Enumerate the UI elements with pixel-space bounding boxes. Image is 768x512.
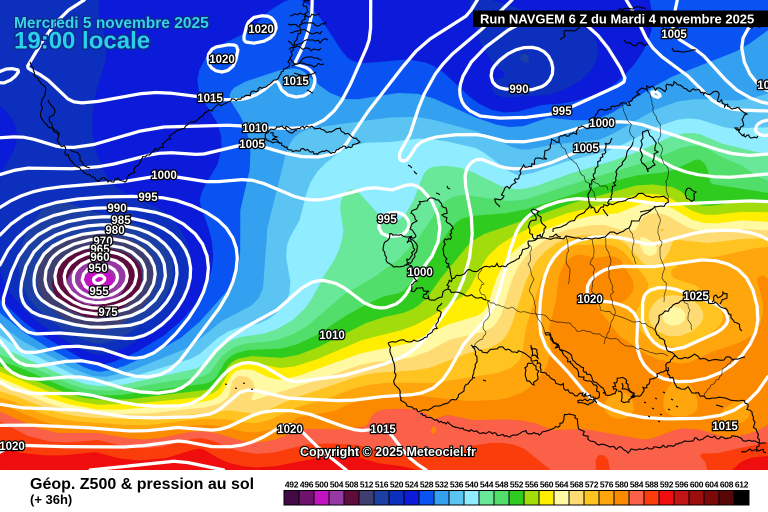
svg-text:520: 520 bbox=[390, 480, 404, 490]
svg-text:564: 564 bbox=[555, 480, 569, 490]
svg-text:1020: 1020 bbox=[0, 441, 25, 453]
svg-text:500: 500 bbox=[315, 480, 329, 490]
svg-text:1015: 1015 bbox=[283, 76, 309, 88]
svg-text:(+ 36h): (+ 36h) bbox=[30, 492, 72, 507]
svg-text:995: 995 bbox=[138, 192, 158, 204]
svg-text:985: 985 bbox=[111, 215, 131, 227]
svg-text:596: 596 bbox=[675, 480, 689, 490]
svg-text:990: 990 bbox=[107, 203, 126, 215]
svg-text:1015: 1015 bbox=[197, 93, 223, 105]
svg-text:568: 568 bbox=[570, 480, 584, 490]
svg-text:1015: 1015 bbox=[712, 421, 738, 433]
svg-text:Run NAVGEM 6 Z du Mardi 4 nove: Run NAVGEM 6 Z du Mardi 4 novembre 2025 bbox=[480, 12, 754, 27]
svg-text:995: 995 bbox=[552, 106, 572, 118]
svg-text:532: 532 bbox=[435, 480, 449, 490]
svg-text:1000: 1000 bbox=[151, 170, 177, 182]
svg-text:504: 504 bbox=[330, 480, 344, 490]
svg-text:580: 580 bbox=[615, 480, 629, 490]
svg-text:Mercredi 5 novembre 2025: Mercredi 5 novembre 2025 bbox=[14, 15, 209, 32]
svg-text:512: 512 bbox=[360, 480, 374, 490]
svg-text:552: 552 bbox=[510, 480, 524, 490]
svg-text:592: 592 bbox=[660, 480, 674, 490]
svg-text:1020: 1020 bbox=[277, 424, 303, 436]
svg-text:1000: 1000 bbox=[757, 80, 768, 92]
svg-text:524: 524 bbox=[405, 480, 419, 490]
svg-text:1005: 1005 bbox=[661, 29, 687, 41]
svg-text:1020: 1020 bbox=[209, 54, 235, 66]
svg-text:1000: 1000 bbox=[589, 118, 615, 130]
svg-text:975: 975 bbox=[98, 307, 118, 319]
svg-text:528: 528 bbox=[420, 480, 434, 490]
svg-text:1010: 1010 bbox=[319, 330, 345, 342]
svg-text:576: 576 bbox=[600, 480, 614, 490]
svg-text:955: 955 bbox=[89, 286, 109, 298]
svg-text:1005: 1005 bbox=[239, 139, 265, 151]
svg-text:Géop. Z500 & pression au sol: Géop. Z500 & pression au sol bbox=[30, 476, 254, 493]
svg-text:540: 540 bbox=[465, 480, 479, 490]
svg-text:508: 508 bbox=[345, 480, 359, 490]
svg-text:980: 980 bbox=[105, 225, 124, 237]
svg-text:960: 960 bbox=[90, 252, 109, 264]
svg-text:588: 588 bbox=[645, 480, 659, 490]
svg-text:584: 584 bbox=[630, 480, 644, 490]
svg-text:600: 600 bbox=[690, 480, 704, 490]
svg-text:572: 572 bbox=[585, 480, 599, 490]
svg-text:950: 950 bbox=[88, 263, 107, 275]
svg-text:556: 556 bbox=[525, 480, 539, 490]
svg-text:995: 995 bbox=[377, 214, 397, 226]
svg-text:1010: 1010 bbox=[242, 123, 268, 135]
svg-text:604: 604 bbox=[705, 480, 719, 490]
svg-text:Copyright © 2025 Meteociel.fr: Copyright © 2025 Meteociel.fr bbox=[300, 445, 476, 459]
svg-text:1020: 1020 bbox=[248, 24, 274, 36]
svg-text:608: 608 bbox=[720, 480, 734, 490]
svg-text:965: 965 bbox=[90, 244, 110, 256]
svg-text:544: 544 bbox=[480, 480, 494, 490]
svg-text:536: 536 bbox=[450, 480, 464, 490]
svg-text:516: 516 bbox=[375, 480, 389, 490]
svg-text:1020: 1020 bbox=[577, 294, 603, 306]
svg-text:492: 492 bbox=[285, 480, 299, 490]
svg-text:1015: 1015 bbox=[370, 424, 396, 436]
svg-text:19:00 locale: 19:00 locale bbox=[14, 28, 150, 55]
svg-text:970: 970 bbox=[93, 236, 112, 248]
svg-text:1000: 1000 bbox=[407, 267, 433, 279]
svg-text:1005: 1005 bbox=[573, 143, 599, 155]
svg-text:560: 560 bbox=[540, 480, 554, 490]
svg-text:990: 990 bbox=[509, 84, 528, 96]
svg-text:496: 496 bbox=[300, 480, 314, 490]
svg-text:1025: 1025 bbox=[683, 291, 709, 303]
svg-text:612: 612 bbox=[735, 480, 749, 490]
svg-text:548: 548 bbox=[495, 480, 509, 490]
